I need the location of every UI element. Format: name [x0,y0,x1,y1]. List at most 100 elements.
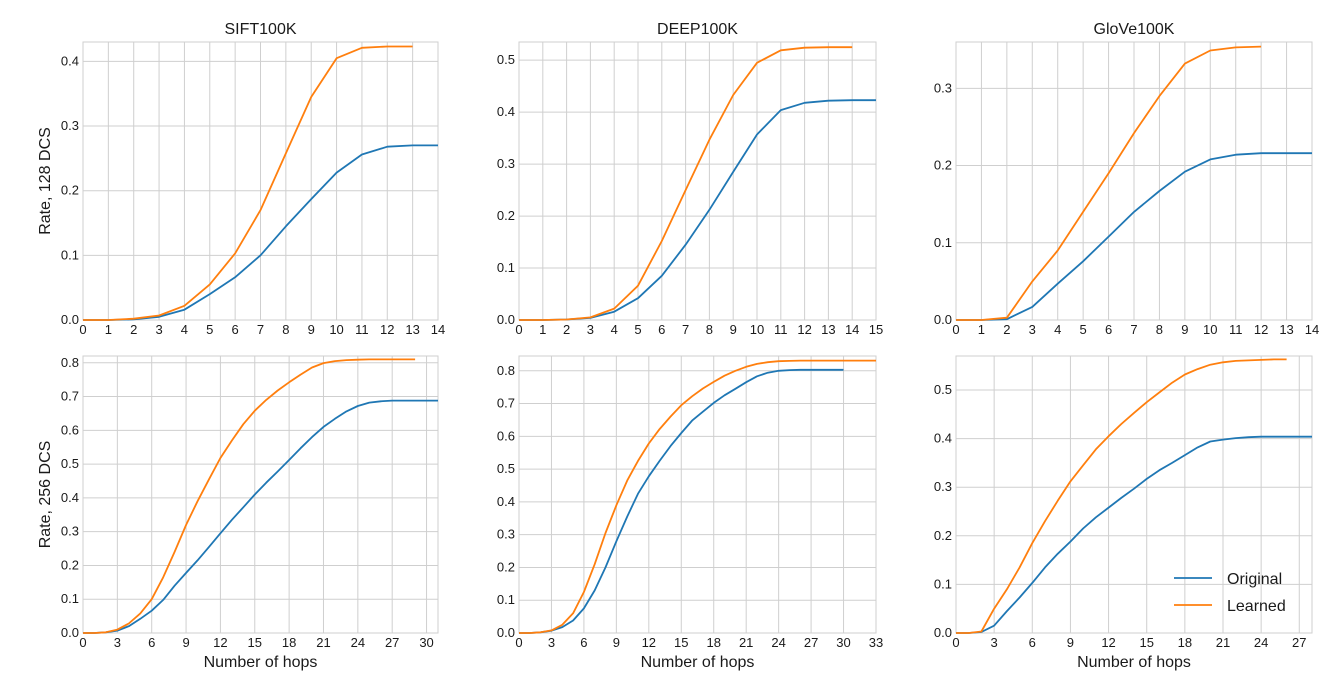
panel-title: DEEP100K [657,21,738,38]
plot-frame [518,41,877,321]
x-tick-label: 13 [1279,322,1293,337]
x-tick-label: 9 [613,635,620,650]
x-tick-label: 4 [611,322,618,337]
y-tick-label: 0.3 [934,479,952,494]
y-tick-label: 0.4 [497,104,515,119]
legend-label-learned: Learned [1227,598,1286,615]
x-tick-label: 8 [1156,322,1163,337]
x-tick-label: 14 [845,322,859,337]
x-tick-label: 30 [419,635,433,650]
x-tick-label: 21 [739,635,753,650]
x-axis-label: Number of hops [641,654,755,671]
y-tick-label: 0.3 [497,156,515,171]
y-tick-label: 0.4 [934,431,952,446]
y-tick-label: 0.5 [934,382,952,397]
y-tick-label: 0.4 [497,494,515,509]
y-tick-label: 0.7 [497,396,515,411]
y-tick-label: 0.2 [497,559,515,574]
x-tick-label: 5 [206,322,213,337]
y-tick-label: 0.5 [61,456,79,471]
panel-3: 0 1 2 3 4 5 6 7 8 9 10 11 12 13 140.00.10.20.3GloVe100… [934,21,1319,337]
legend: Original Learned [1174,571,1286,615]
plot-frame [518,355,877,634]
x-tick-label: 7 [257,322,264,337]
y-tick-label: 0.3 [934,80,952,95]
x-tick-label: 1 [539,322,546,337]
panel-4: 0 3 6 9 12 15 18 21 24 27 30 0.0 0.1 0.2 0.3 0.4 0.5 0.6 0… [37,355,439,671]
x-tick-label: 12 [797,322,811,337]
x-tick-label: 12 [380,322,394,337]
x-tick-label: 10 [1203,322,1217,337]
series-line-original [83,399,438,634]
x-tick-label: 12 [1101,635,1115,650]
y-tick-label: 0.8 [61,355,79,370]
y-tick-label: 0.4 [61,53,79,68]
y-tick-label: 0.1 [61,247,79,262]
series-line-original [519,368,844,634]
x-axis-label: Number of hops [204,654,318,671]
x-tick-label: 10 [329,322,343,337]
y-tick-label: 0.2 [61,183,79,198]
x-tick-label: 6 [658,322,665,337]
x-tick-label: 24 [771,635,785,650]
x-tick-label: 11 [355,322,369,337]
x-tick-label: 33 [869,635,883,650]
x-tick-label: 11 [774,322,788,337]
y-tick-label: 0.6 [61,422,79,437]
x-tick-label: 3 [548,635,555,650]
y-tick-label: 0.0 [934,625,952,640]
y-tick-label: 0.4 [61,490,79,505]
x-tick-label: 8 [282,322,289,337]
x-tick-label: 3 [991,635,998,650]
y-tick-label: 0.2 [497,208,515,223]
panel-2: 0 1 2 3 4 5 6 7 8 9 10 11 12 13 14 150.00.10.20.30.40.5… [497,21,883,337]
panel-title: SIFT100K [224,21,296,38]
y-tick-label: 0.3 [61,118,79,133]
x-tick-label: 18 [706,635,720,650]
x-tick-label: 27 [804,635,818,650]
x-tick-label: 30 [836,635,850,650]
x-tick-label: 18 [282,635,296,650]
series-line-learned [956,45,1262,321]
y-tick-label: 0.1 [934,235,952,250]
x-tick-label: 2 [563,322,570,337]
x-tick-label: 13 [821,322,835,337]
x-tick-label: 2 [1003,322,1010,337]
x-tick-label: 6 [1029,635,1036,650]
x-tick-label: 9 [1181,322,1188,337]
y-tick-label: 0.0 [497,625,515,640]
x-tick-label: 12 [213,635,227,650]
x-tick-label: 4 [1054,322,1061,337]
series-line-original [956,152,1312,321]
plot-frame [955,355,1313,634]
x-axis-label: Number of hops [1077,654,1191,671]
series-line-original [519,99,876,321]
x-tick-label: 0 [515,322,522,337]
y-tick-label: 0.0 [934,312,952,327]
y-tick-label: 0.2 [934,158,952,173]
panel-6: 0 3 6 9 12 15 18 21 24 27 0.0 0.1 0.2 0.3 0.4 0.5 Number… [934,355,1313,671]
y-tick-label: 0.0 [61,625,79,640]
x-tick-label: 7 [1130,322,1137,337]
x-tick-label: 0 [515,635,522,650]
y-tick-label: 0.5 [497,52,515,67]
series-line-original [956,435,1312,634]
x-tick-label: 6 [580,635,587,650]
y-tick-label: 0.1 [497,592,515,607]
x-tick-label: 13 [405,322,419,337]
y-tick-label: 0.1 [61,591,79,606]
x-tick-label: 15 [869,322,883,337]
x-tick-label: 6 [1105,322,1112,337]
y-tick-label: 0.0 [61,312,79,327]
x-tick-label: 4 [181,322,188,337]
y-tick-label: 0.0 [497,312,515,327]
y-tick-label: 0.1 [934,576,952,591]
x-tick-label: 9 [182,635,189,650]
x-tick-label: 0 [79,322,86,337]
x-tick-label: 21 [1216,635,1230,650]
x-tick-label: 5 [634,322,641,337]
series-line-learned [519,46,853,321]
x-tick-label: 1 [105,322,112,337]
y-tick-label: 0.8 [497,363,515,378]
